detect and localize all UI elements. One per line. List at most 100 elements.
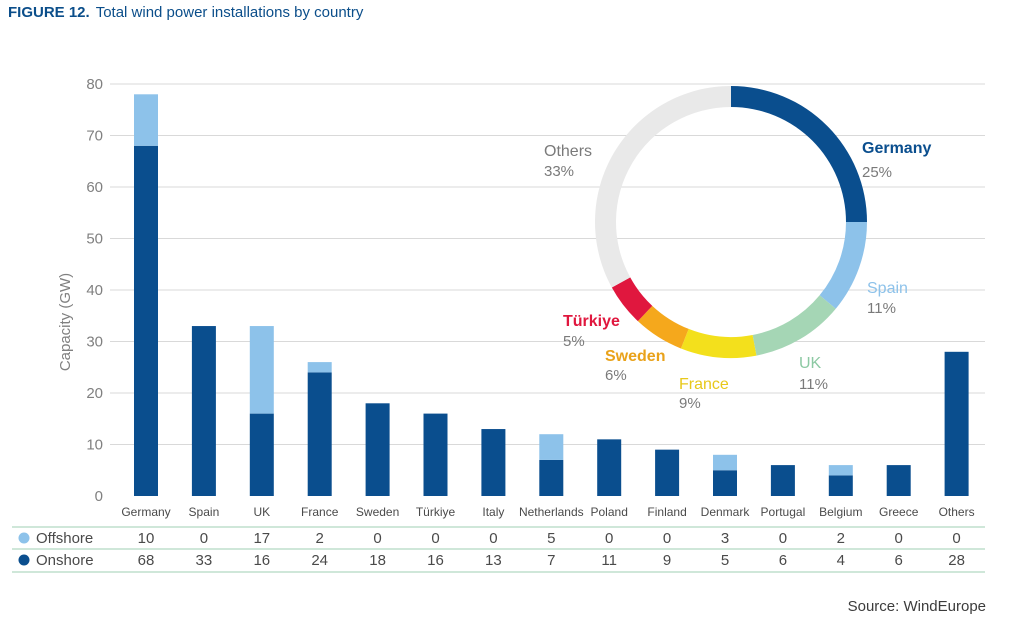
x-tick-label: Spain [189, 505, 220, 519]
bar-onshore [597, 439, 622, 496]
bar-offshore [249, 326, 274, 414]
x-tick-label: Finland [647, 505, 686, 519]
table-cell: 33 [196, 552, 213, 569]
y-tick-label: 40 [86, 282, 103, 299]
x-tick-label: Poland [591, 505, 628, 519]
table-cell: 3 [721, 530, 729, 547]
donut-slice-label: UK [799, 355, 822, 372]
donut-slice-percent: 33% [544, 163, 574, 180]
donut-slice-label: Türkiye [563, 313, 620, 330]
donut-slice [819, 222, 867, 309]
bar-offshore [539, 434, 564, 460]
table-cell: 0 [431, 530, 439, 547]
x-tick-label: UK [253, 505, 270, 519]
table-cell: 68 [138, 552, 155, 569]
table-row-label: Onshore [36, 552, 94, 569]
table-cell: 11 [601, 552, 617, 569]
x-tick-label: Greece [879, 505, 919, 519]
table-cell: 4 [837, 552, 845, 569]
donut-slice [637, 305, 689, 349]
table-cell: 0 [895, 530, 903, 547]
table-cell: 13 [485, 552, 502, 569]
table-cell: 5 [721, 552, 729, 569]
bar-onshore [134, 145, 158, 497]
y-tick-label: 50 [86, 231, 103, 248]
table-cell: 0 [663, 530, 671, 547]
legend-marker [18, 554, 30, 566]
donut-slice [680, 328, 757, 358]
x-tick-label: Denmark [701, 505, 751, 519]
bar-onshore [944, 351, 969, 496]
data-table: Offshore 10 0 17 2 0 0 0 5 0 0 3 0 2 0 0 Onshore 68 33 16 24… [12, 526, 985, 573]
table-cell: 2 [837, 530, 845, 547]
bar-offshore [134, 94, 158, 146]
x-tick-label: Italy [482, 505, 504, 519]
donut-slice-percent: 11% [867, 300, 896, 317]
bar-onshore [481, 429, 506, 496]
donut-slice-percent: 25% [862, 164, 892, 181]
y-tick-label: 0 [95, 488, 103, 505]
bar-onshore [655, 449, 680, 496]
y-tick-label: 10 [86, 437, 103, 454]
x-tick-label: Portugal [761, 505, 806, 519]
bar-onshore [365, 403, 390, 496]
bar-onshore [423, 413, 448, 496]
table-cell: 6 [895, 552, 903, 569]
table-cell: 6 [779, 552, 787, 569]
donut-slice [752, 295, 836, 356]
figure-label: FIGURE 12. [8, 4, 90, 21]
donut-chart: Germany 25% Spain 11% UK 11% France 9% Sweden 6% T… [544, 85, 931, 412]
table-cell: 0 [952, 530, 960, 547]
table-cell: 17 [253, 530, 270, 547]
table-cell: 2 [316, 530, 324, 547]
x-tick-label: Others [939, 505, 975, 519]
donut-slice [594, 85, 731, 288]
donut-slice-label: Sweden [605, 348, 665, 365]
y-tick-label: 60 [86, 179, 103, 196]
y-tick-label: 20 [86, 385, 103, 402]
x-tick-label: Germany [121, 505, 170, 519]
bar-series [134, 94, 969, 497]
bar-offshore [828, 465, 853, 476]
y-tick-label: 80 [86, 76, 103, 93]
bar-onshore [713, 470, 737, 496]
bar-onshore [191, 326, 216, 496]
donut-slice-label: Others [544, 143, 592, 160]
table-cell: 0 [373, 530, 381, 547]
table-cell: 0 [779, 530, 787, 547]
table-cell: 24 [311, 552, 328, 569]
x-tick-label: Sweden [356, 505, 399, 519]
y-axis-ticks: 0 10 20 30 40 50 60 70 80 [86, 76, 103, 505]
table-cell: 28 [948, 552, 965, 569]
source-note: Source: WindEurope [847, 598, 986, 615]
table-cell: 18 [369, 552, 386, 569]
donut-slice-percent: 6% [605, 367, 627, 384]
bar-onshore [770, 465, 795, 496]
donut-slice [731, 86, 867, 222]
table-cell: 5 [547, 530, 555, 547]
bar-offshore [307, 362, 332, 373]
bar-onshore [307, 372, 332, 496]
donut-slice-percent: 11% [799, 376, 828, 393]
figure-title: FIGURE 12. Total wind power installations… [8, 4, 363, 21]
x-tick-label: Türkiye [416, 505, 456, 519]
table-cell: 16 [427, 552, 444, 569]
donut-slice [611, 277, 653, 322]
table-cell: 0 [200, 530, 208, 547]
bar-onshore [828, 475, 853, 496]
y-tick-label: 30 [86, 334, 103, 351]
table-cell: 10 [138, 530, 155, 547]
donut-slice-percent: 9% [679, 395, 701, 412]
figure-title-text: Total wind power installations by countr… [95, 4, 364, 21]
bar-onshore [886, 465, 911, 496]
table-cell: 16 [253, 552, 270, 569]
table-cell: 0 [605, 530, 613, 547]
y-tick-label: 70 [86, 128, 103, 145]
donut-slice-percent: 5% [563, 333, 585, 350]
legend-marker [18, 532, 30, 544]
bar-onshore [539, 459, 564, 496]
table-row-label: Offshore [36, 530, 93, 547]
donut-slice-label: Germany [862, 140, 931, 157]
table-cell: 9 [663, 552, 671, 569]
